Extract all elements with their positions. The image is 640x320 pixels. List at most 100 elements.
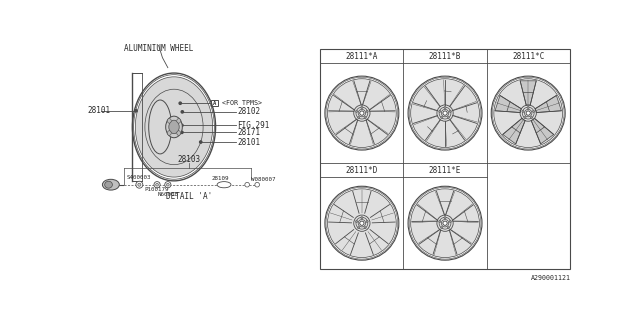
Circle shape	[181, 111, 184, 113]
Circle shape	[328, 79, 396, 148]
Text: FIG.291: FIG.291	[237, 121, 269, 130]
Circle shape	[450, 221, 451, 222]
Circle shape	[526, 111, 530, 115]
Ellipse shape	[105, 181, 113, 188]
Circle shape	[135, 110, 137, 112]
Circle shape	[356, 220, 358, 222]
Circle shape	[200, 141, 202, 143]
Circle shape	[449, 220, 451, 222]
Text: 28111*C: 28111*C	[512, 52, 545, 60]
Circle shape	[358, 117, 359, 118]
Circle shape	[366, 110, 368, 112]
Circle shape	[439, 221, 440, 222]
Circle shape	[443, 221, 447, 225]
Circle shape	[447, 227, 449, 229]
Circle shape	[328, 189, 396, 258]
Bar	[320, 49, 570, 269]
Circle shape	[356, 111, 357, 112]
Circle shape	[449, 110, 451, 112]
Polygon shape	[531, 118, 554, 144]
Circle shape	[180, 124, 183, 126]
Ellipse shape	[168, 131, 172, 135]
Ellipse shape	[169, 120, 179, 134]
Circle shape	[166, 183, 169, 186]
Circle shape	[531, 116, 532, 119]
Circle shape	[447, 117, 449, 118]
Circle shape	[361, 217, 363, 219]
Circle shape	[439, 220, 441, 222]
Ellipse shape	[166, 116, 182, 138]
Circle shape	[447, 116, 449, 119]
Circle shape	[364, 116, 366, 119]
Circle shape	[156, 183, 159, 186]
Polygon shape	[535, 95, 561, 113]
Circle shape	[367, 221, 368, 222]
Circle shape	[524, 116, 526, 119]
Circle shape	[522, 110, 524, 112]
Circle shape	[364, 117, 366, 118]
Ellipse shape	[177, 131, 180, 135]
Circle shape	[524, 117, 525, 118]
Text: <FOR TPMS>: <FOR TPMS>	[221, 100, 262, 106]
Circle shape	[443, 111, 447, 115]
Circle shape	[533, 111, 534, 112]
Circle shape	[255, 182, 259, 187]
Text: 28111*B: 28111*B	[429, 52, 461, 60]
Circle shape	[411, 79, 479, 148]
Text: W080007: W080007	[251, 177, 275, 182]
Circle shape	[527, 107, 529, 108]
Circle shape	[136, 181, 143, 188]
Circle shape	[439, 110, 441, 112]
Text: 28109: 28109	[211, 176, 229, 181]
Circle shape	[439, 111, 440, 112]
Circle shape	[358, 116, 360, 119]
Circle shape	[180, 131, 183, 133]
Circle shape	[361, 217, 362, 218]
Ellipse shape	[102, 179, 119, 190]
Text: 28103: 28103	[178, 155, 201, 164]
Ellipse shape	[135, 77, 212, 177]
Circle shape	[361, 107, 362, 108]
Circle shape	[358, 227, 360, 229]
Text: A: A	[212, 101, 216, 106]
Text: 28102: 28102	[237, 107, 260, 116]
Circle shape	[138, 183, 141, 186]
Circle shape	[154, 182, 160, 188]
Circle shape	[444, 107, 445, 108]
Circle shape	[447, 227, 449, 228]
Circle shape	[441, 227, 442, 228]
Circle shape	[245, 182, 250, 187]
Circle shape	[364, 227, 366, 229]
Circle shape	[532, 110, 534, 112]
Text: ALUMINIUM WHEEL: ALUMINIUM WHEEL	[124, 44, 193, 53]
Text: 28111*A: 28111*A	[346, 52, 378, 60]
Circle shape	[364, 227, 366, 228]
Circle shape	[444, 107, 446, 108]
Text: 28171: 28171	[237, 128, 260, 137]
Text: 28101: 28101	[88, 106, 111, 115]
Circle shape	[411, 189, 479, 258]
Circle shape	[522, 111, 524, 112]
Text: 28101: 28101	[237, 138, 260, 147]
Circle shape	[531, 117, 532, 118]
Circle shape	[444, 217, 445, 218]
Circle shape	[179, 102, 181, 104]
Circle shape	[494, 79, 563, 148]
Circle shape	[527, 107, 529, 108]
Circle shape	[441, 117, 442, 118]
Ellipse shape	[168, 118, 172, 123]
Circle shape	[441, 116, 443, 119]
Bar	[211, 100, 218, 106]
Polygon shape	[520, 81, 536, 105]
Text: A290001121: A290001121	[531, 275, 570, 281]
Text: N60008: N60008	[157, 192, 179, 197]
Circle shape	[356, 110, 358, 112]
Circle shape	[356, 221, 357, 222]
Circle shape	[450, 111, 451, 112]
Text: P100179: P100179	[145, 187, 170, 192]
Circle shape	[360, 221, 364, 225]
Circle shape	[361, 107, 363, 108]
Circle shape	[366, 220, 368, 222]
Text: S400003: S400003	[127, 175, 152, 180]
Polygon shape	[495, 95, 522, 113]
